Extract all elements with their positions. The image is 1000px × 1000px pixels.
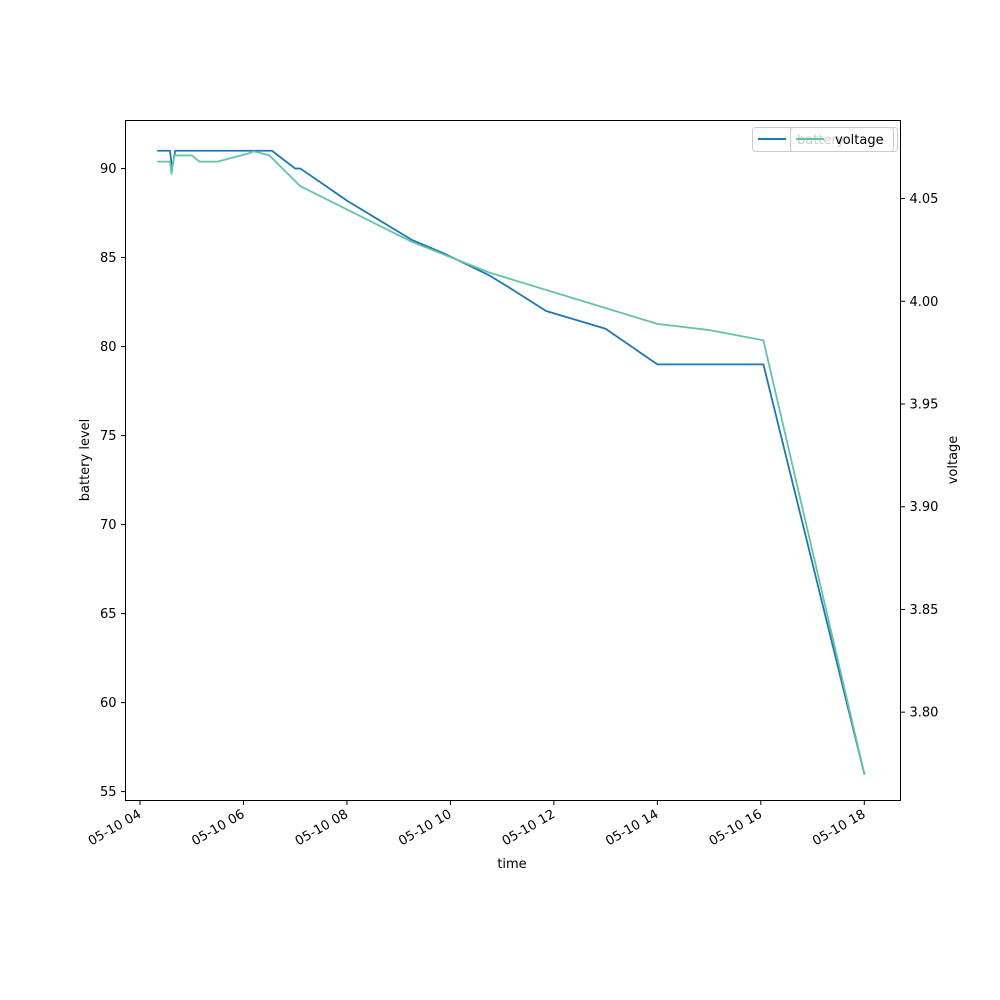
legend-voltage: voltage xyxy=(790,127,894,152)
right-y-tick-label: 3.85 xyxy=(910,603,939,618)
plot-frame xyxy=(125,120,901,801)
battery-series-line xyxy=(157,149,866,775)
left-y-tick-label: 75 xyxy=(100,429,117,444)
left-y-tick-label: 85 xyxy=(100,251,117,266)
left-y-tick-label: 80 xyxy=(100,340,117,355)
left-y-axis-ticks: 55 60 65 70 75 80 85 90 xyxy=(100,162,126,800)
legend-voltage-box xyxy=(790,127,894,152)
series-layer xyxy=(157,149,866,775)
left-y-tick-label: 70 xyxy=(100,518,117,533)
left-y-tick-label: 55 xyxy=(100,785,117,800)
right-y-tick-label: 3.80 xyxy=(910,706,939,721)
left-y-axis-label: battery level xyxy=(78,419,93,502)
x-axis-label: time xyxy=(497,857,526,872)
left-y-tick-label: 60 xyxy=(100,696,117,711)
right-y-tick-label: 4.05 xyxy=(910,192,939,207)
right-y-tick-label: 4.00 xyxy=(910,295,939,310)
right-y-axis-label: voltage xyxy=(946,436,961,485)
left-y-tick-label: 65 xyxy=(100,607,117,622)
legend-voltage-label: voltage xyxy=(835,133,884,148)
voltage-series-line xyxy=(157,150,866,775)
right-y-tick-label: 3.95 xyxy=(910,398,939,413)
left-y-tick-label: 90 xyxy=(100,162,117,177)
right-y-axis-ticks: 3.80 3.85 3.90 3.95 4.00 4.05 xyxy=(900,192,939,721)
right-y-tick-label: 3.90 xyxy=(910,500,939,515)
